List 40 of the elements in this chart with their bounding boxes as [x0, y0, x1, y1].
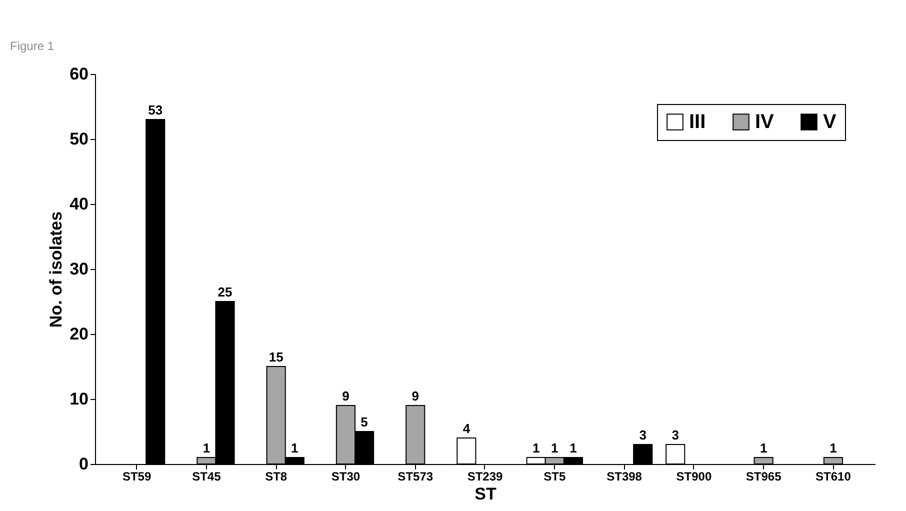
y-tick-label: 40	[70, 194, 88, 214]
data-label: 25	[218, 284, 232, 300]
x-tick-label: ST30	[331, 470, 360, 484]
data-label: 1	[830, 440, 837, 456]
caption: Figure 1	[10, 39, 54, 53]
x-tick-label: ST965	[746, 470, 782, 484]
data-label: 3	[672, 428, 679, 442]
x-tick-label: ST610	[816, 470, 852, 484]
x-tick-label: ST45	[192, 470, 222, 484]
data-label: 1	[760, 440, 768, 456]
x-tick-label: ST8	[265, 470, 288, 484]
data-label: 1	[291, 440, 298, 456]
x-tick-label: ST398	[606, 470, 642, 484]
y-tick-label: 10	[70, 390, 88, 408]
data-label: 9	[412, 388, 419, 404]
y-tick-label: 60	[70, 64, 88, 84]
x-tick-label: ST239	[467, 470, 503, 484]
data-label: 1	[570, 440, 577, 456]
x-tick-label: ST59	[122, 470, 152, 484]
legend-label: IV	[755, 111, 775, 133]
data-label: 9	[342, 388, 350, 404]
y-tick-label: 20	[70, 324, 88, 344]
data-label: 3	[639, 428, 646, 442]
y-axis-title: No. of isolates	[46, 211, 66, 328]
data-label: 4	[462, 421, 471, 436]
data-label: 5	[360, 414, 368, 430]
x-tick-label: ST573	[398, 470, 434, 484]
x-tick-label: ST5	[544, 470, 566, 484]
legend-label: V	[823, 111, 837, 133]
x-axis-title: ST	[474, 484, 497, 504]
x-tick-label: ST900	[676, 470, 712, 484]
data-label: 1	[532, 440, 540, 456]
data-label: 53	[148, 102, 163, 118]
y-tick-label: 50	[70, 130, 88, 148]
data-label: 15	[268, 350, 284, 364]
y-tick-label: 0	[79, 454, 88, 474]
y-tick-label: 30	[70, 260, 88, 278]
data-label: 1	[551, 440, 558, 456]
legend-label: III	[689, 111, 706, 133]
data-label: 1	[202, 440, 210, 456]
